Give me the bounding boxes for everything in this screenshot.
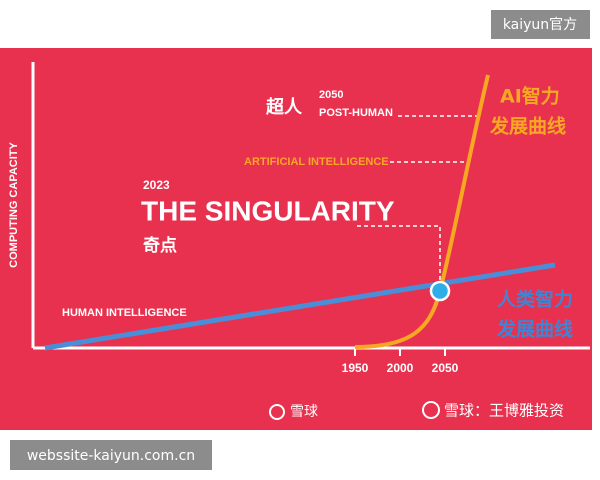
bottom-badge-text: webssite-kaiyun.com.cn xyxy=(27,448,195,464)
x-ticks xyxy=(354,348,446,356)
x-tick-label: 1950 xyxy=(342,361,369,375)
top-badge-text: kaiyun官方 xyxy=(503,17,577,33)
singularity-point xyxy=(429,280,451,302)
x-tick-label: 2000 xyxy=(387,361,414,375)
watermark: 雪球 xyxy=(290,404,318,420)
x-tick-label: 2050 xyxy=(432,361,459,375)
ai-label: ARTIFICIAL INTELLIGENCE xyxy=(244,156,389,168)
post-human-year: 2050 xyxy=(319,89,343,101)
human-curve xyxy=(44,262,556,351)
ai-curve-label: 发展曲线 xyxy=(489,115,566,138)
human-label: HUMAN INTELLIGENCE xyxy=(62,307,187,319)
panel xyxy=(0,48,592,430)
human-curve-label: 人类智力 xyxy=(497,288,573,311)
singularity-subtitle: 奇点 xyxy=(143,235,177,256)
post-human-cn: 超人 xyxy=(266,96,303,118)
watermark: 雪球：王博雅投资 xyxy=(444,402,564,420)
ai-curve-label: AI智力 xyxy=(500,85,560,108)
watermark-icon xyxy=(422,401,440,419)
guide-singularity xyxy=(357,225,441,283)
singularity-year: 2023 xyxy=(143,178,170,192)
bottom-badge xyxy=(10,440,212,470)
human-curve-label: 发展曲线 xyxy=(496,318,573,341)
y-axis-label: COMPUTING CAPACITY xyxy=(8,141,20,267)
post-human-label: POST-HUMAN xyxy=(319,107,393,119)
watermark-icon xyxy=(269,404,285,420)
singularity-title: THE SINGULARITY xyxy=(141,195,395,226)
dashed-guides xyxy=(357,115,478,283)
top-badge xyxy=(491,10,590,39)
